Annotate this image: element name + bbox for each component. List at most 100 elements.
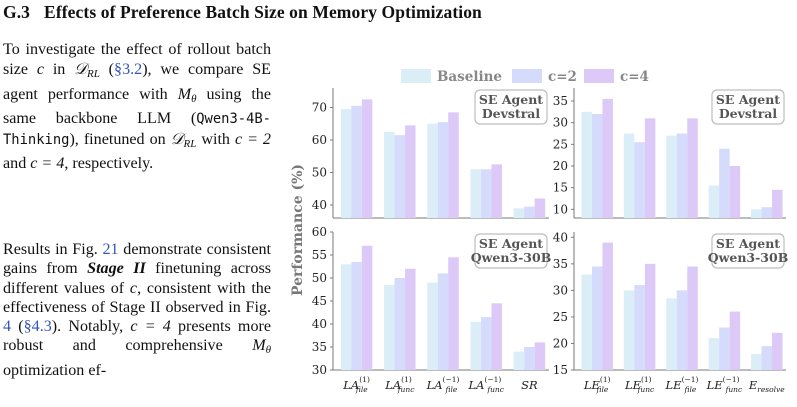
bar-c4 bbox=[361, 245, 373, 370]
paragraph-2: Results in Fig. 21 demonstrate consisten… bbox=[3, 240, 271, 380]
math-eq: c = 2 bbox=[234, 131, 271, 149]
bar-c2 bbox=[437, 122, 449, 218]
stage-emphasis: Stage II bbox=[87, 260, 146, 278]
panel-label-box bbox=[474, 89, 548, 125]
bar-c2 bbox=[480, 317, 492, 370]
bar-c2 bbox=[437, 273, 449, 370]
section-title: Effects of Preference Batch Size on Memo… bbox=[44, 2, 482, 22]
x-tick-label: SR bbox=[521, 378, 538, 392]
bar-baseline bbox=[470, 321, 481, 370]
y-tick-label: 30 bbox=[312, 363, 327, 377]
paragraph-1: To investigate the effect of rollout bat… bbox=[3, 40, 271, 174]
bar-c2 bbox=[719, 148, 730, 218]
y-tick-label: 20 bbox=[553, 159, 568, 173]
bar-baseline bbox=[470, 169, 481, 218]
bar-c2 bbox=[591, 114, 603, 218]
bar-c2 bbox=[676, 290, 688, 370]
bar-c4 bbox=[534, 198, 546, 218]
math-eq: c = 4 bbox=[30, 155, 65, 173]
panel-label-text: SE Agent bbox=[716, 92, 780, 107]
section-link[interactable]: §3.2 bbox=[114, 61, 143, 79]
text: using the same backbone LLM ( bbox=[3, 85, 271, 127]
bar-c4 bbox=[448, 257, 459, 370]
bar-c2 bbox=[524, 206, 535, 218]
legend-label: Baseline bbox=[437, 69, 502, 85]
math-sub-rl: RL bbox=[87, 68, 100, 81]
bar-baseline bbox=[581, 274, 592, 370]
bar-baseline bbox=[384, 131, 395, 218]
y-tick-label: 30 bbox=[553, 283, 568, 297]
text: , consistent with the effectiveness of S… bbox=[3, 279, 271, 316]
bar-c4 bbox=[729, 311, 741, 370]
text: ), finetuned on bbox=[69, 131, 171, 149]
bar-baseline bbox=[581, 111, 592, 218]
y-tick-label: 35 bbox=[312, 340, 327, 354]
bar-c4 bbox=[729, 166, 741, 218]
panel-label-text: Devstral bbox=[719, 106, 778, 121]
bar-c4 bbox=[772, 189, 783, 218]
y-axis-title: Performance (%) bbox=[290, 164, 306, 296]
panel-label-text: SE Agent bbox=[716, 236, 780, 251]
y-tick-label: 45 bbox=[312, 294, 327, 308]
x-tick-label: LA(1) func bbox=[384, 375, 415, 394]
bar-c4 bbox=[772, 332, 783, 370]
text: demonstrate consistent gains from bbox=[3, 241, 271, 278]
y-tick-label: 30 bbox=[553, 116, 568, 130]
x-tick-label: LE(1) file bbox=[583, 375, 611, 394]
section-number: G.3 bbox=[3, 2, 31, 22]
text: ( bbox=[99, 61, 115, 79]
bar-baseline bbox=[708, 338, 720, 370]
y-tick-label: 25 bbox=[553, 137, 568, 151]
figure-link[interactable]: 4 bbox=[3, 318, 12, 336]
legend-swatch bbox=[401, 69, 431, 83]
bar-baseline bbox=[623, 133, 635, 218]
bar-c2 bbox=[351, 105, 362, 218]
bar-baseline bbox=[623, 290, 635, 370]
y-tick-label: 15 bbox=[553, 363, 568, 377]
bar-c4 bbox=[687, 266, 698, 370]
text: ), we compare SE agent performance with bbox=[3, 61, 271, 103]
bar-c4 bbox=[602, 98, 613, 218]
y-tick-label: 10 bbox=[553, 202, 568, 216]
bar-baseline bbox=[666, 298, 677, 370]
bar-c2 bbox=[634, 142, 645, 218]
bar-c2 bbox=[524, 347, 535, 370]
figure-link[interactable]: 21 bbox=[102, 241, 119, 258]
panel-label-box bbox=[711, 233, 785, 269]
x-tick-label: LA(−1) file bbox=[426, 375, 460, 394]
bar-baseline bbox=[751, 209, 762, 218]
bar-c4 bbox=[448, 112, 459, 218]
text: and bbox=[3, 155, 31, 173]
y-tick-label: 50 bbox=[312, 271, 327, 285]
y-tick-label: 40 bbox=[553, 230, 568, 244]
y-tick-label: 15 bbox=[553, 181, 568, 195]
y-tick-label: 35 bbox=[553, 257, 568, 271]
legend-label: c=4 bbox=[620, 69, 649, 85]
y-tick-label: 50 bbox=[312, 166, 327, 180]
bar-baseline bbox=[340, 264, 352, 370]
x-tick-label: LA(1) file bbox=[342, 375, 370, 394]
math-sub-theta: θ bbox=[191, 92, 197, 105]
bar-c4 bbox=[405, 125, 416, 218]
x-tick-label: LE(−1) func bbox=[706, 375, 743, 394]
bar-c2 bbox=[634, 285, 645, 370]
bar-baseline bbox=[427, 123, 438, 218]
math-m: M bbox=[252, 337, 266, 355]
bar-c4 bbox=[491, 164, 502, 218]
bar-c4 bbox=[491, 303, 502, 370]
bar-c2 bbox=[676, 133, 688, 218]
section-heading: G.3 Effects of Preference Batch Size on M… bbox=[3, 2, 482, 23]
bar-c2 bbox=[591, 266, 603, 370]
section-link[interactable]: §4.3 bbox=[23, 318, 52, 336]
text: , respectively. bbox=[64, 155, 154, 173]
math-c: c bbox=[36, 61, 44, 79]
bar-c2 bbox=[394, 278, 406, 370]
bar-c2 bbox=[351, 261, 362, 370]
y-tick-label: 55 bbox=[312, 248, 327, 262]
model-name: Qwen3-4B-Thinking bbox=[3, 110, 271, 149]
y-tick-label: 40 bbox=[312, 198, 327, 212]
bar-c4 bbox=[687, 118, 698, 218]
text: Results in Fig. bbox=[3, 241, 103, 258]
